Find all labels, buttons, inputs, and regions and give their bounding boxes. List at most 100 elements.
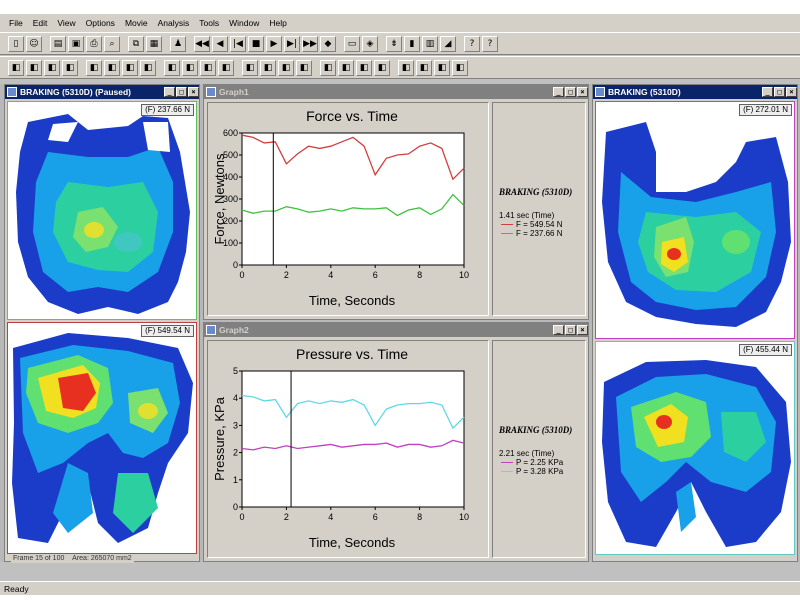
contour-icon[interactable]: ◧ (8, 59, 24, 76)
wireframe-icon[interactable]: ◧ (86, 59, 102, 76)
maximize-button[interactable]: □ (176, 87, 187, 97)
context-help-icon[interactable]: ? (482, 35, 498, 52)
y-axis-label: Pressure, KPa (212, 396, 227, 481)
grid-icon[interactable]: ◧ (242, 59, 258, 76)
center-force-icon[interactable]: ◧ (26, 59, 42, 76)
foot-icon[interactable]: ◧ (398, 59, 414, 76)
maximize-button[interactable]: □ (774, 87, 785, 97)
mirror-icon[interactable]: ◧ (140, 59, 156, 76)
left-pressure-window[interactable]: BRAKING (5310D) (Paused) _ □ × (4, 84, 200, 563)
graph-icon[interactable]: ◧ (260, 59, 276, 76)
minimize-button[interactable]: _ (553, 325, 564, 335)
graph2-titlebar[interactable]: Graph2 _ □ × (204, 323, 588, 337)
undo-rotate-icon[interactable]: ◧ (122, 59, 138, 76)
legend-entry: F = 549.54 N (499, 220, 585, 229)
right-top-pressure-map[interactable]: (F) 272.01 N (595, 101, 795, 339)
minimize-button[interactable]: _ (164, 87, 175, 97)
right-bottom-force-label: (F) 455.44 N (739, 344, 792, 356)
force-graph-icon[interactable]: ◧ (278, 59, 294, 76)
chart-title: Force vs. Time (306, 108, 398, 124)
maximize-button[interactable]: □ (565, 325, 576, 335)
menu-movie[interactable]: Movie (124, 18, 148, 28)
new-icon[interactable]: ▯ (8, 35, 24, 52)
measure-icon[interactable]: ◧ (218, 59, 234, 76)
pressure-graph-panel[interactable]: Pressure vs. Time Time, Seconds Pressure, … (207, 340, 489, 558)
open-folder-icon[interactable]: ▤ (50, 35, 66, 52)
right-window-titlebar[interactable]: BRAKING (5310D) _ □ × (593, 85, 797, 99)
left-bottom-pressure-map[interactable]: (F) 549.54 N (7, 322, 197, 554)
close-button[interactable]: × (188, 87, 199, 97)
copy-icon[interactable]: ⧉ (128, 35, 144, 52)
print-icon[interactable]: ⎙ (86, 35, 102, 52)
x-tick-label: 6 (373, 270, 378, 280)
erase-icon[interactable]: ◢ (440, 35, 456, 52)
sensor-icon[interactable]: ♟ (170, 35, 186, 52)
series-line-0 (241, 394, 465, 430)
graph1-titlebar[interactable]: Graph1 _ □ × (204, 85, 588, 99)
y-tick-label: 100 (223, 238, 238, 248)
graph2-window[interactable]: Graph2 _ □ × Pressure vs. Time Time, Seco… (203, 322, 589, 562)
menu-window[interactable]: Window (229, 18, 260, 28)
right-pressure-window[interactable]: BRAKING (5310D) _ □ × (F) 272.01 N (592, 84, 798, 562)
frame-status: Frame 15 of 100 Area: 265070 mm2 (11, 555, 134, 563)
open-user-icon[interactable]: ☺ (26, 35, 42, 52)
color-bar-icon[interactable]: ▮ (404, 35, 420, 52)
snapshot-icon[interactable]: ◈ (362, 35, 378, 52)
y-tick-label: 400 (223, 172, 238, 182)
stats-icon[interactable]: ◧ (452, 59, 468, 76)
left-window-titlebar[interactable]: BRAKING (5310D) (Paused) _ □ × (5, 85, 199, 99)
fast-forward-icon[interactable]: ▶▶ (302, 35, 318, 52)
help-icon[interactable]: ? (464, 35, 480, 52)
menu-view[interactable]: View (57, 18, 76, 28)
legend-swatch (501, 471, 513, 472)
loop-icon[interactable]: ◆ (320, 35, 336, 52)
stop-icon[interactable]: ■ (248, 35, 264, 52)
legend-entry: F = 237.66 N (499, 229, 585, 238)
paste-icon[interactable]: ▦ (146, 35, 162, 52)
menu-help[interactable]: Help (269, 18, 287, 28)
next-frame-icon[interactable]: ▶| (284, 35, 300, 52)
graph2-legend: BRAKING (5310D) 2.21 sec (Time) P = 2.25… (492, 340, 586, 558)
legend-swatch (501, 224, 513, 225)
menu-edit[interactable]: Edit (32, 18, 48, 28)
pair-icon[interactable]: ◧ (434, 59, 450, 76)
record-icon[interactable]: ▭ (344, 35, 360, 52)
rotate-icon[interactable]: ◧ (104, 59, 120, 76)
cof-icon[interactable]: ◧ (338, 59, 354, 76)
first-frame-icon[interactable]: |◀ (230, 35, 246, 52)
maximize-button[interactable]: □ (565, 87, 576, 97)
plot-area (241, 370, 465, 508)
lasso-icon[interactable]: ◧ (200, 59, 216, 76)
menu-tools[interactable]: Tools (199, 18, 220, 28)
rewind-icon[interactable]: ◀◀ (194, 35, 210, 52)
pedal-icon[interactable]: ◧ (416, 59, 432, 76)
peak-icon[interactable]: ◧ (356, 59, 372, 76)
trace-icon[interactable]: ◧ (320, 59, 336, 76)
filter-icon[interactable]: ⇟ (386, 35, 402, 52)
close-button[interactable]: × (577, 87, 588, 97)
graph1-window[interactable]: Graph1 _ □ × Force vs. Time Time, Seconds… (203, 84, 589, 320)
left-top-pressure-map[interactable]: (F) 237.66 N (7, 101, 197, 320)
close-button[interactable]: × (577, 325, 588, 335)
minimize-button[interactable]: _ (762, 87, 773, 97)
2d-view-icon[interactable]: ◧ (44, 59, 60, 76)
scale-icon[interactable]: ▥ (422, 35, 438, 52)
pressure-map-left-top (16, 114, 190, 314)
save-icon[interactable]: ▣ (68, 35, 84, 52)
zoom-icon[interactable]: ◧ (164, 59, 180, 76)
select-box-icon[interactable]: ◧ (182, 59, 198, 76)
main-toolbar: ▯ ☺ ▤ ▣ ⎙ ⌕ ⧉ ▦ ♟ ◀◀ ◀ |◀ ■ ▶ ▶| ▶▶ ◆ ▭ ◈ ⇟ ▮ ▥ ◢?? (0, 32, 800, 55)
step-back-icon[interactable]: ◀ (212, 35, 228, 52)
mask-icon[interactable]: ◧ (374, 59, 390, 76)
force-graph-panel[interactable]: Force vs. Time Time, Seconds Force, Newton… (207, 102, 489, 316)
right-bottom-pressure-map[interactable]: (F) 455.44 N (595, 341, 795, 555)
pressure-graph-icon[interactable]: ◧ (296, 59, 312, 76)
print-preview-icon[interactable]: ⌕ (104, 35, 120, 52)
close-button[interactable]: × (786, 87, 797, 97)
minimize-button[interactable]: _ (553, 87, 564, 97)
3d-view-icon[interactable]: ◧ (62, 59, 78, 76)
menu-options[interactable]: Options (85, 18, 115, 28)
menu-file[interactable]: File (9, 18, 23, 28)
menu-analysis[interactable]: Analysis (157, 18, 190, 28)
play-icon[interactable]: ▶ (266, 35, 282, 52)
